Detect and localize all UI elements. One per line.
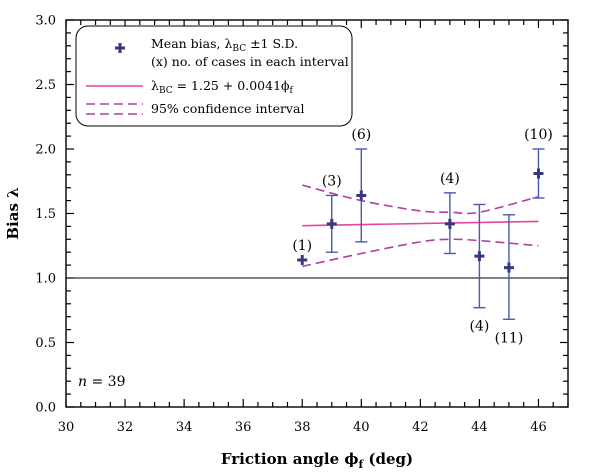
x-tick-label: 40	[353, 420, 370, 435]
sample-size-value: = 39	[87, 374, 125, 390]
legend-ci-label: 95% confidence interval	[151, 101, 304, 116]
y-tick-label: 2.5	[35, 78, 56, 93]
legend-fit-label: λBC = 1.25 + 0.0041ϕf	[151, 78, 294, 96]
x-axis-label: Friction angle ϕf (deg)	[221, 450, 413, 471]
legend-fit-sub: BC	[159, 86, 173, 96]
count-label: (1)	[292, 238, 312, 254]
x-tick-label: 38	[294, 420, 311, 435]
x-axis-label-sub: f	[358, 458, 364, 471]
legend-mean-rest: ±1 S.D.	[246, 36, 298, 51]
count-label: (4)	[440, 171, 460, 187]
data-point	[326, 218, 337, 229]
data-point	[533, 168, 544, 179]
x-tick-label: 32	[117, 420, 134, 435]
count-label: (3)	[322, 173, 342, 189]
y-tick-label: 2.0	[35, 143, 56, 158]
sample-size-annotation: n = 39	[78, 374, 125, 390]
data-point	[356, 190, 367, 201]
count-label: (10)	[524, 127, 553, 143]
legend-count-label: (x) no. of cases in each interval	[151, 54, 349, 69]
legend-mean-text: Mean bias, λ	[151, 36, 232, 51]
x-tick-label: 42	[412, 420, 429, 435]
sample-size-var: n	[78, 374, 87, 390]
count-label: (6)	[351, 127, 371, 143]
y-tick-label: 0.5	[35, 336, 56, 351]
legend-fit-rest: = 1.25 + 0.0041ϕ	[173, 78, 290, 93]
count-label: (4)	[469, 319, 489, 335]
legend-point-marker	[115, 43, 125, 53]
x-tick-label: 30	[58, 420, 75, 435]
ci-upper-curve	[302, 184, 539, 215]
x-axis-label-main: Friction angle ϕ	[221, 450, 359, 468]
plot-area: 30 32 34 36 38 40 42 44 46 0.0 0.5 1.0 1.5 2.0 2.5 3.0 F…	[4, 14, 569, 471]
x-tick-label: 36	[235, 420, 252, 435]
legend-box	[75, 25, 353, 127]
legend: Mean bias, λBC ±1 S.D.(x) no. of cases i…	[75, 25, 353, 127]
data-point	[503, 262, 514, 273]
x-tick-label: 46	[530, 420, 547, 435]
legend-fit-sub2: f	[290, 86, 294, 96]
x-tick-label: 44	[471, 420, 488, 435]
legend-mean-sub: BC	[232, 44, 246, 54]
legend-fit-prefix: λ	[151, 78, 159, 93]
y-tick-label: 1.0	[35, 272, 56, 287]
y-axis-label: Bias λ	[4, 187, 22, 239]
y-tick-label: 3.0	[35, 14, 56, 29]
fit-line	[302, 220, 539, 227]
legend-mean-label: Mean bias, λBC ±1 S.D.	[151, 36, 298, 54]
y-tick-label: 1.5	[35, 207, 56, 222]
data-point	[297, 254, 308, 265]
data-point	[444, 218, 455, 229]
x-axis-label-suffix: (deg)	[363, 450, 413, 468]
x-tick-label: 34	[176, 420, 193, 435]
ci-lower-curve	[302, 238, 539, 268]
data-point	[474, 251, 485, 262]
y-tick-label: 0.0	[35, 401, 56, 416]
count-label: (11)	[495, 330, 524, 346]
